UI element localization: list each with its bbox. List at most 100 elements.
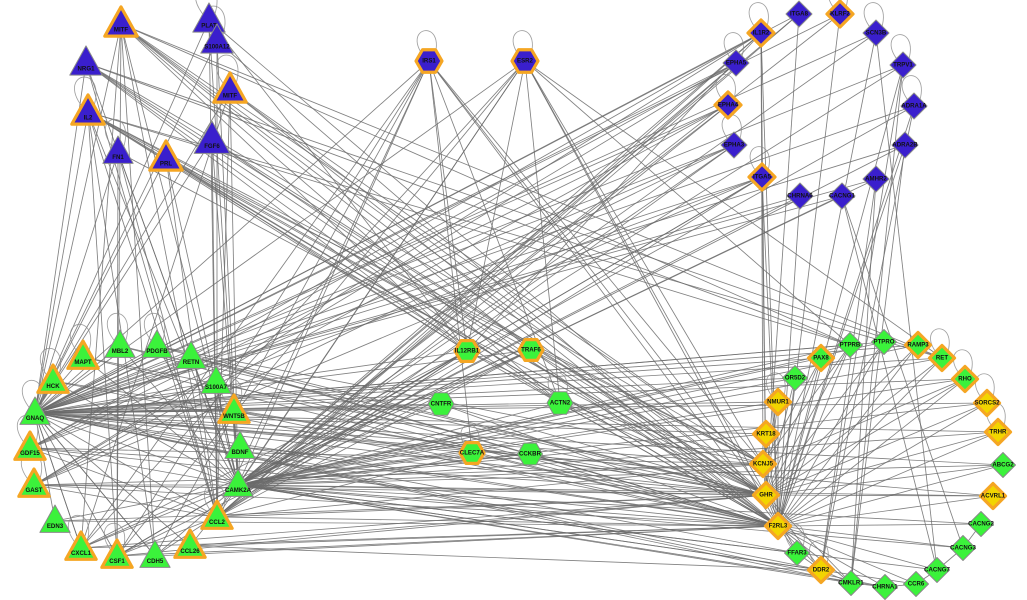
node-triangle-shape[interactable] — [103, 5, 139, 38]
node-triangle-shape[interactable] — [104, 329, 136, 358]
node-diamond-shape[interactable] — [720, 131, 748, 159]
node-hexagon-shape[interactable] — [427, 392, 455, 416]
node-triangle-shape[interactable] — [139, 539, 171, 568]
node-diamond-shape[interactable] — [782, 365, 808, 391]
node-diamond-shape[interactable] — [871, 329, 897, 355]
node-diamond-shape[interactable] — [924, 557, 950, 583]
node-hexagon-shape[interactable] — [453, 339, 481, 363]
graph-node[interactable]: ADRA1A — [900, 92, 928, 120]
node-diamond-shape[interactable] — [828, 182, 856, 210]
graph-node[interactable]: AMHR2 — [862, 165, 890, 193]
node-triangle-shape[interactable] — [64, 530, 98, 561]
node-diamond-shape[interactable] — [900, 92, 928, 120]
graph-node[interactable]: PTPRO — [871, 329, 897, 355]
node-triangle-shape[interactable] — [173, 528, 207, 559]
node-triangle-shape[interactable] — [200, 23, 234, 54]
graph-node[interactable]: CLEC7A — [458, 441, 486, 465]
graph-node[interactable]: IL1R2 — [746, 18, 776, 48]
node-diamond-shape[interactable] — [968, 511, 994, 537]
node-diamond-shape[interactable] — [978, 481, 1008, 511]
node-triangle-shape[interactable] — [100, 538, 134, 569]
graph-node[interactable]: TRAF6 — [517, 338, 545, 362]
node-diamond-shape[interactable] — [806, 343, 836, 373]
node-diamond-shape[interactable] — [786, 182, 814, 210]
node-triangle-shape[interactable] — [175, 340, 207, 369]
node-triangle-shape[interactable] — [70, 93, 106, 126]
node-triangle-shape[interactable] — [19, 396, 51, 425]
node-hexagon-shape[interactable] — [510, 48, 540, 74]
node-triangle-shape[interactable] — [66, 339, 100, 370]
graph-node[interactable]: SCN3B — [862, 19, 890, 47]
node-triangle-shape[interactable] — [102, 135, 134, 164]
graph-node[interactable]: PLAT — [192, 2, 226, 33]
node-triangle-shape[interactable] — [36, 363, 70, 394]
node-diamond-shape[interactable] — [862, 19, 890, 47]
node-diamond-shape[interactable] — [891, 131, 919, 159]
node-hexagon-shape[interactable] — [546, 391, 574, 415]
node-triangle-shape[interactable] — [69, 45, 103, 76]
node-diamond-shape[interactable] — [950, 364, 980, 394]
graph-node[interactable]: GDF15 — [13, 430, 47, 461]
node-triangle-shape[interactable] — [193, 120, 231, 154]
node-diamond-shape[interactable] — [862, 165, 890, 193]
graph-node[interactable]: ESR2 — [510, 48, 540, 74]
node-triangle-shape[interactable] — [141, 329, 173, 358]
node-triangle-shape[interactable] — [148, 139, 184, 172]
graph-node[interactable]: KLRF2 — [825, 0, 855, 29]
node-triangle-shape[interactable] — [224, 430, 256, 459]
graph-node[interactable]: FFAR3 — [784, 540, 810, 566]
graph-node[interactable]: CACNG2 — [968, 511, 994, 537]
node-diamond-shape[interactable] — [806, 555, 836, 585]
node-diamond-shape[interactable] — [751, 419, 781, 449]
graph-node[interactable]: RHO — [950, 364, 980, 394]
graph-node[interactable]: NRG1 — [69, 45, 103, 76]
graph-node[interactable]: CCKBR — [517, 442, 543, 466]
graph-node[interactable]: TRHR — [983, 417, 1013, 447]
node-triangle-shape[interactable] — [200, 365, 232, 394]
node-diamond-shape[interactable] — [927, 343, 957, 373]
node-diamond-shape[interactable] — [837, 332, 863, 358]
graph-node[interactable]: MBL2 — [104, 329, 136, 358]
graph-node[interactable]: TRPV1 — [889, 51, 917, 79]
node-diamond-shape[interactable] — [748, 449, 778, 479]
node-diamond-shape[interactable] — [763, 387, 793, 417]
node-hexagon-shape[interactable] — [517, 338, 545, 362]
node-diamond-shape[interactable] — [983, 417, 1013, 447]
node-hexagon-shape[interactable] — [517, 442, 543, 466]
graph-node[interactable]: SORCS2 — [972, 388, 1002, 418]
graph-node[interactable]: IL12RB1 — [453, 339, 481, 363]
node-hexagon-shape[interactable] — [414, 48, 444, 74]
node-diamond-shape[interactable] — [746, 18, 776, 48]
node-diamond-shape[interactable] — [722, 49, 750, 77]
node-diamond-shape[interactable] — [903, 571, 929, 597]
node-diamond-shape[interactable] — [763, 511, 793, 541]
graph-node[interactable]: CACNG1 — [828, 182, 856, 210]
node-triangle-shape[interactable] — [13, 430, 47, 461]
node-triangle-shape[interactable] — [39, 504, 71, 533]
graph-node[interactable]: GAST — [17, 467, 51, 498]
node-diamond-shape[interactable] — [713, 90, 743, 120]
graph-node[interactable]: MITF — [103, 5, 139, 38]
node-diamond-shape[interactable] — [784, 540, 810, 566]
node-diamond-shape[interactable] — [889, 51, 917, 79]
node-diamond-shape[interactable] — [838, 570, 864, 596]
graph-node[interactable]: CACNG3 — [950, 535, 976, 561]
graph-node[interactable]: ITGA8 — [785, 0, 813, 28]
node-diamond-shape[interactable] — [785, 0, 813, 28]
node-diamond-shape[interactable] — [990, 452, 1016, 478]
graph-node[interactable]: FGF6 — [193, 120, 231, 154]
node-diamond-shape[interactable] — [747, 162, 777, 192]
graph-node[interactable]: EPHA3 — [720, 131, 748, 159]
node-triangle-shape[interactable] — [200, 499, 234, 530]
node-diamond-shape[interactable] — [825, 0, 855, 29]
graph-node[interactable]: CCR6 — [903, 571, 929, 597]
node-triangle-shape[interactable] — [212, 71, 248, 104]
node-layer[interactable]: MITFPLATS100A12NRG1MITFIL2FGF6FN1PRLIRS1… — [13, 0, 1016, 600]
node-hexagon-shape[interactable] — [458, 441, 486, 465]
node-diamond-shape[interactable] — [950, 535, 976, 561]
graph-node[interactable]: IRS1 — [414, 48, 444, 74]
graph-node[interactable]: CCL26 — [173, 528, 207, 559]
node-triangle-shape[interactable] — [217, 393, 251, 424]
